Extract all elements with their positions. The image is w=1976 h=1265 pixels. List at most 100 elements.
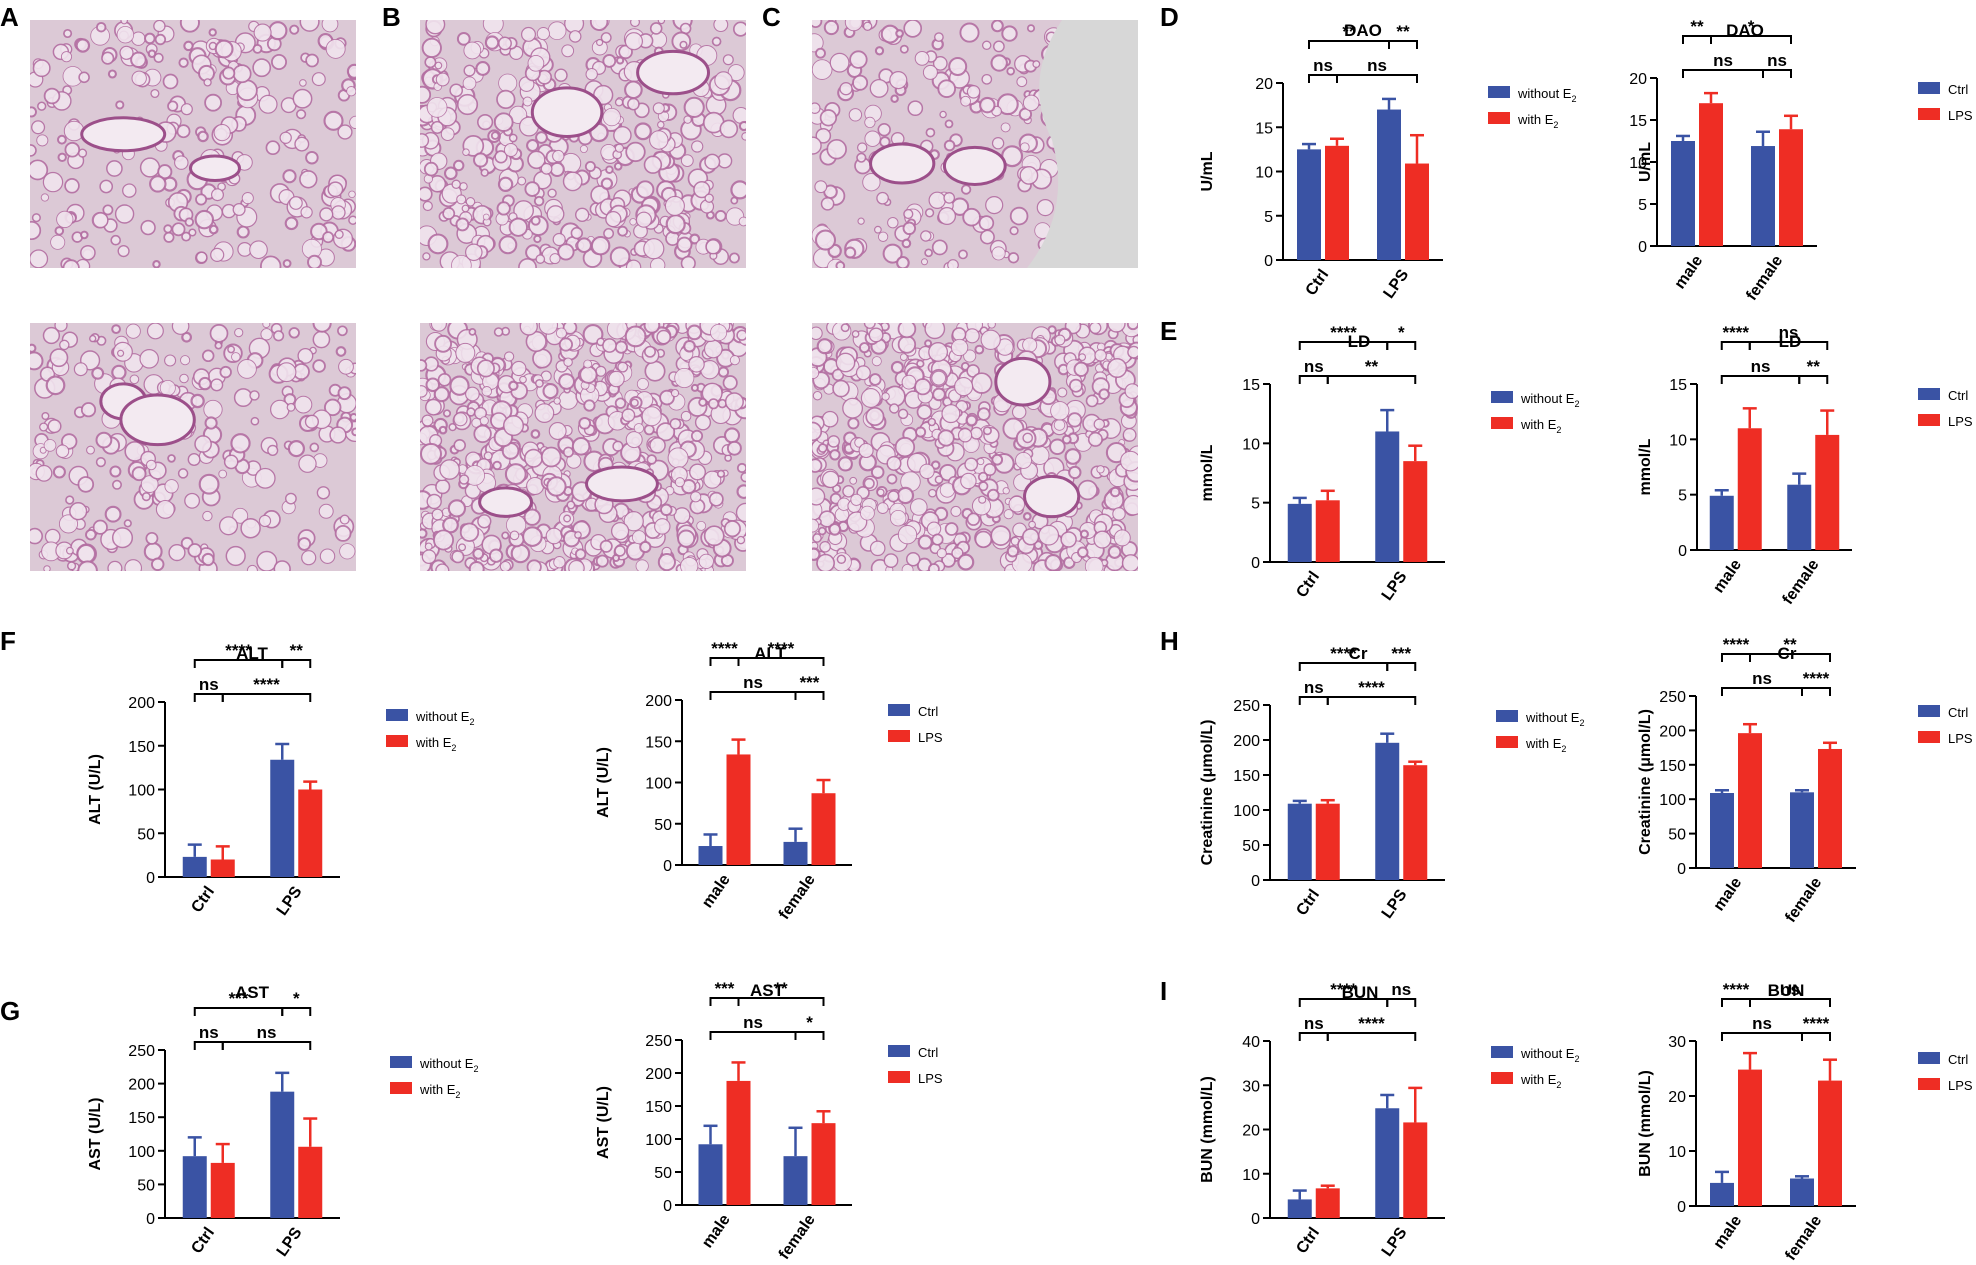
y-axis-label: ALT (U/L) (87, 754, 104, 825)
legend-swatch (1488, 86, 1510, 98)
alveolus (209, 324, 229, 343)
alveolus (252, 43, 263, 54)
y-tick-label: 50 (1242, 838, 1260, 855)
bar-with-e2 (1403, 1122, 1428, 1218)
significance-bracket (709, 1031, 797, 1040)
alveolus (962, 207, 981, 227)
significance-bracket (1682, 35, 1712, 44)
significance-label: **** (1723, 635, 1750, 654)
x-tick-label: female (1743, 252, 1786, 303)
alveolus (124, 559, 143, 571)
y-tick-label: 10 (1242, 1167, 1260, 1184)
y-tick-label: 0 (663, 858, 672, 875)
alveolus (140, 475, 159, 493)
significance-bracket (1386, 662, 1417, 671)
alveolus (646, 454, 657, 465)
alveolus (299, 170, 318, 189)
alveolus (680, 255, 696, 268)
alveolus (812, 136, 822, 155)
legend-label: Ctrl (1948, 1052, 1968, 1067)
significance-bracket (1326, 375, 1417, 384)
alveolus (316, 486, 331, 500)
legend-label: without E2 (1517, 86, 1577, 104)
y-tick-label: 200 (128, 1077, 155, 1094)
alveolus (114, 204, 135, 224)
significance-label: ns (1767, 51, 1787, 70)
significance-bracket (1721, 998, 1751, 1007)
significance-label: ns (1304, 357, 1324, 376)
alveolus (722, 375, 738, 391)
alveolus (430, 323, 447, 332)
significance-label: ns (1780, 980, 1800, 999)
y-axis-label: BUN (mmol/L) (1637, 1070, 1654, 1177)
panel-letter-c: C (762, 2, 781, 32)
alveolus (704, 193, 714, 203)
alveolus (349, 115, 356, 130)
alveolus (154, 33, 167, 46)
alveolus (195, 251, 208, 264)
alveolus (562, 446, 574, 458)
alveolus (914, 51, 930, 66)
alveolus (284, 492, 297, 505)
alveolus (561, 44, 575, 58)
y-tick-label: 200 (645, 1066, 672, 1083)
alveolus (282, 259, 292, 268)
significance-label: **** (1723, 980, 1750, 999)
airway (869, 142, 936, 185)
alveolus (812, 102, 821, 114)
bar-without-e2 (182, 1156, 207, 1218)
significance-bracket (221, 1041, 312, 1050)
alveolus (110, 234, 121, 246)
alveolus (92, 519, 108, 535)
alveolus (981, 40, 992, 51)
alveolus (153, 20, 166, 33)
alveolus (131, 70, 147, 86)
y-tick-label: 15 (1629, 113, 1647, 130)
alveolus (966, 85, 981, 99)
chart-title: DAO (1726, 21, 1764, 40)
significance-label: **** (1330, 980, 1357, 999)
alveolus (835, 260, 846, 268)
significance-bracket (1308, 40, 1390, 49)
alveolus (508, 133, 518, 143)
y-tick-label: 150 (1659, 758, 1686, 775)
alveolus (814, 229, 837, 251)
alveolus (535, 254, 546, 264)
alveolus (649, 130, 669, 150)
alveolus (438, 425, 448, 435)
bar-ctrl (783, 1156, 808, 1205)
alveolus (1009, 206, 1029, 226)
significance-bracket (193, 1007, 284, 1016)
alveolus (693, 180, 711, 199)
alveolus (939, 110, 947, 119)
legend-label: LPS (1948, 1078, 1973, 1093)
alveolus (874, 225, 882, 234)
alveolus (223, 454, 239, 470)
alveolus (75, 38, 91, 53)
x-tick-label: female (1782, 874, 1825, 925)
y-tick-label: 150 (128, 739, 155, 756)
alveolus (32, 59, 51, 78)
alveolus (115, 100, 125, 110)
significance-label: ns (743, 673, 763, 692)
alveolus (704, 153, 721, 170)
alveolus (92, 212, 109, 229)
alveolus (249, 240, 268, 260)
legend-swatch (1496, 710, 1518, 722)
alveolus (225, 545, 246, 567)
alveolus (346, 63, 356, 79)
alveolus (603, 228, 615, 239)
significance-bracket (1326, 696, 1417, 705)
alveolus (300, 206, 313, 219)
alveolus (635, 211, 652, 228)
y-tick-label: 10 (1668, 1144, 1686, 1161)
alveolus (823, 20, 839, 36)
alveolus (584, 160, 596, 172)
alveolus (903, 208, 914, 220)
alveolus (959, 22, 980, 43)
significance-bracket (1749, 998, 1831, 1007)
bar-without-e2 (182, 856, 207, 877)
significance-label: **** (1803, 669, 1830, 688)
alveolus (86, 445, 95, 455)
